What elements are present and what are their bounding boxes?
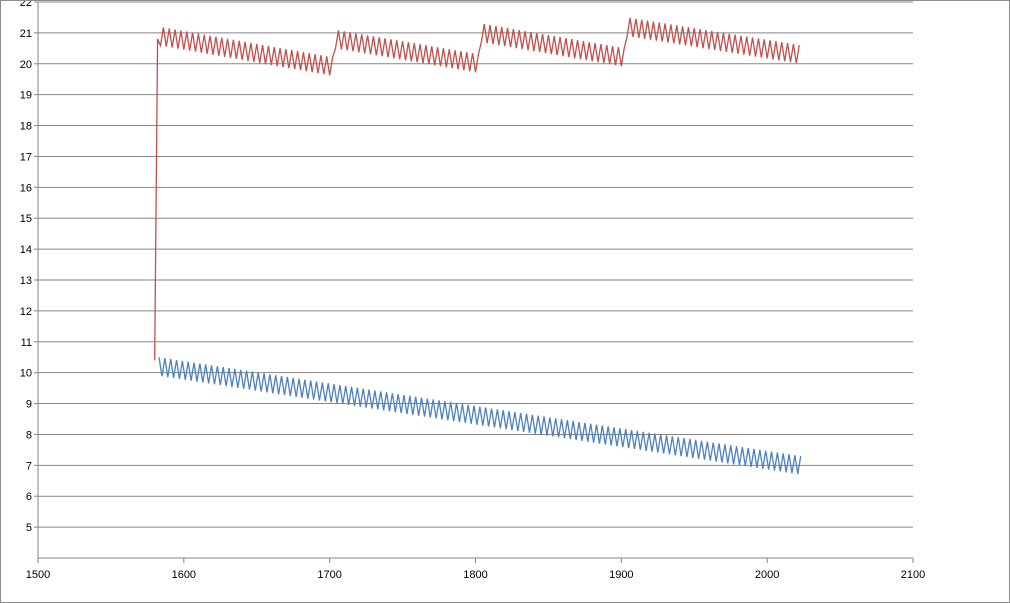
- y-tick-label: 6: [26, 491, 32, 503]
- y-tick-label: 17: [20, 151, 32, 163]
- y-tick-label: 15: [20, 213, 32, 225]
- y-tick-label: 11: [21, 337, 32, 349]
- y-tick-label: 8: [26, 429, 32, 441]
- x-tick-labels: 1500 1600 1700 1800 1900 2000 2100: [26, 569, 925, 581]
- y-tick-label: 9: [26, 399, 32, 411]
- y-tick-label: 18: [20, 121, 32, 133]
- y-tick-label: 21: [20, 28, 32, 40]
- plot-series: [154, 17, 802, 475]
- series-line-2: [158, 357, 802, 475]
- y-tick-label: 20: [20, 59, 32, 71]
- x-tick-label: 1800: [463, 569, 487, 581]
- y-tick-label: 5: [26, 522, 32, 534]
- x-tick-label: 1500: [26, 569, 50, 581]
- axes: [34, 1, 914, 563]
- y-tick-label: 7: [26, 460, 32, 472]
- x-tick-label: 1600: [172, 569, 196, 581]
- gridlines: [38, 1, 913, 528]
- y-tick-label: 12: [20, 306, 32, 318]
- y-tick-label: 16: [20, 182, 32, 194]
- x-tick-label: 1700: [317, 569, 341, 581]
- series-line-1: [154, 17, 800, 361]
- y-tick-label: 22: [20, 1, 32, 9]
- y-tick-labels: 5 6 7 8 9 10 11 12 13 14 15 16 17 18 19 20 21 22: [20, 1, 32, 534]
- y-tick-label: 13: [20, 275, 32, 287]
- y-tick-label: 10: [20, 368, 32, 380]
- y-tick-label: 19: [20, 90, 32, 102]
- y-tick-label: 14: [20, 244, 32, 256]
- x-tick-label: 2000: [755, 569, 779, 581]
- x-tick-label: 2100: [901, 569, 925, 581]
- x-tick-label: 1900: [609, 569, 633, 581]
